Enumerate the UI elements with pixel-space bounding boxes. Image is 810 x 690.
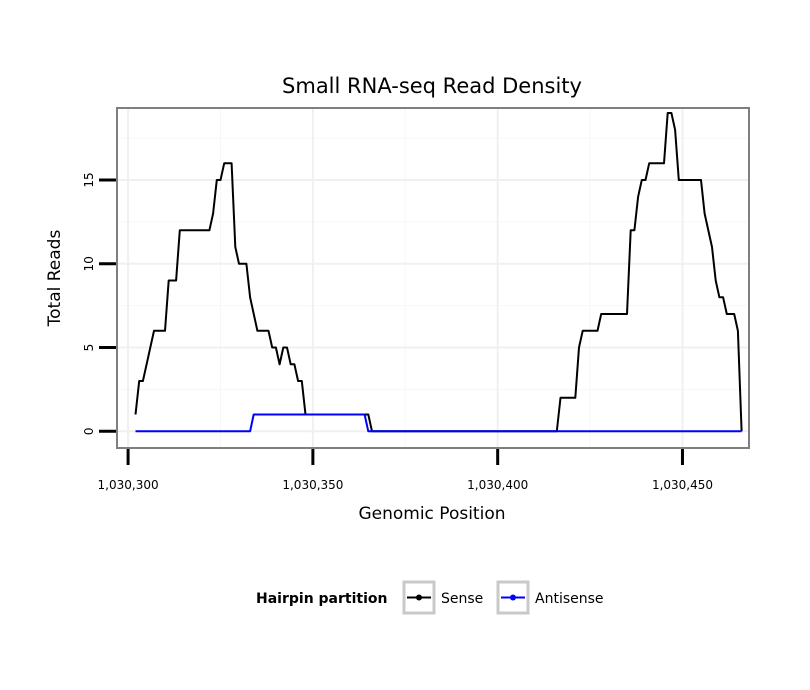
series-line-antisense: [135, 413, 742, 433]
legend-item-antisense: Antisense: [496, 580, 604, 615]
plot-panel: [117, 108, 749, 448]
grid-minor: [117, 108, 749, 448]
x-tick-label: 1,030,350: [282, 478, 343, 492]
legend-label: Sense: [441, 591, 483, 607]
y-tick-label: 10: [82, 256, 96, 271]
x-tick-label: 1,030,400: [467, 478, 528, 492]
y-tick-label: 15: [82, 172, 96, 187]
x-tick-label: 1,030,300: [98, 478, 159, 492]
legend-title: Hairpin partition: [256, 591, 387, 607]
plot-border: [116, 107, 750, 449]
y-tick-label: 5: [82, 344, 96, 352]
x-tick-label: 1,030,450: [652, 478, 713, 492]
y-tick-label: 0: [82, 427, 96, 435]
legend-item-sense: Sense: [402, 580, 483, 615]
x-axis-title: Genomic Position: [358, 504, 505, 524]
legend: Hairpin partition Sense Antisense: [256, 580, 604, 615]
x-axis-ticks: 1,030,300 1,030,350 1,030,400 1,030,450: [98, 449, 713, 492]
legend-key-point: [510, 594, 516, 601]
series-layer: [134, 112, 743, 433]
y-axis-title: Total Reads: [45, 230, 65, 328]
chart-title: Small RNA-seq Read Density: [282, 74, 582, 98]
legend-key-point: [416, 594, 422, 601]
legend-label: Antisense: [535, 591, 604, 607]
y-axis-ticks: 0 5 10 15: [82, 172, 116, 435]
